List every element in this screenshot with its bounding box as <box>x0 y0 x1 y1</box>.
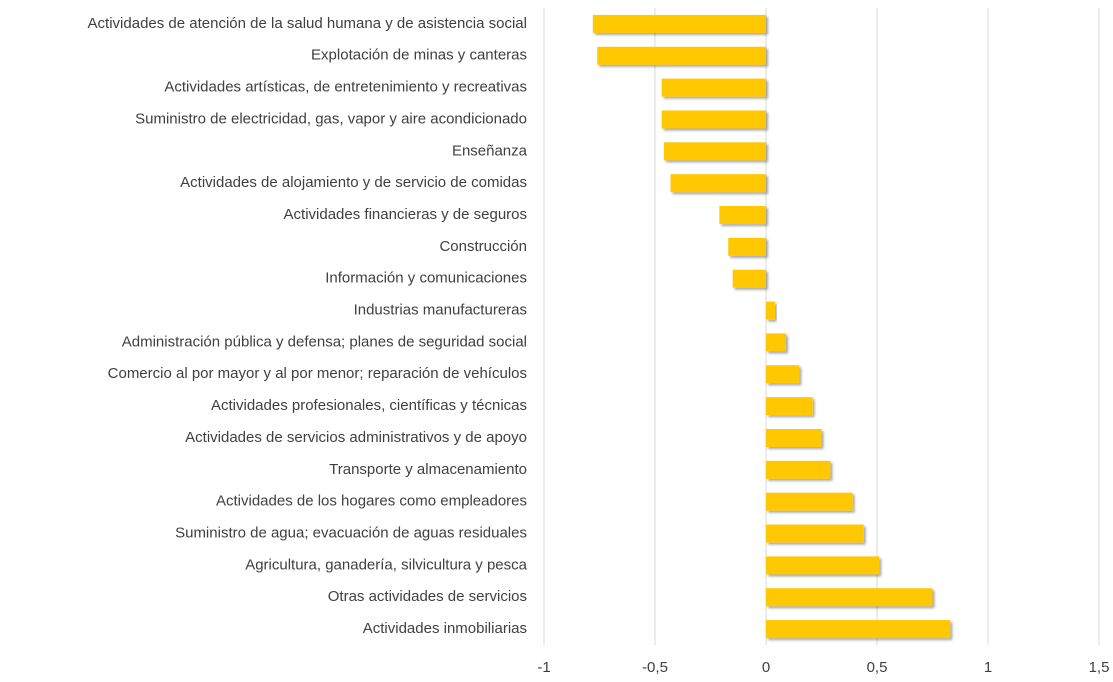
bar <box>670 174 766 193</box>
y-tick-label: Actividades de alojamiento y de servicio… <box>180 174 527 191</box>
y-tick-label: Agricultura, ganadería, silvicultura y p… <box>245 556 527 573</box>
y-tick-label: Industrias manufactureras <box>354 302 527 319</box>
bar <box>766 365 800 384</box>
x-tick-label: 1,5 <box>1089 659 1110 676</box>
y-tick-label: Actividades inmobiliarias <box>363 620 527 637</box>
y-tick-label: Transporte y almacenamiento <box>329 461 527 478</box>
bar <box>766 524 864 543</box>
bar <box>766 460 831 479</box>
bar <box>732 269 766 288</box>
y-tick-label: Actividades artísticas, de entretenimien… <box>164 79 527 96</box>
bar <box>766 301 775 320</box>
y-tick-label: Comercio al por mayor y al por menor; re… <box>108 365 527 382</box>
y-tick-label: Información y comunicaciones <box>325 270 527 287</box>
bar <box>663 142 766 161</box>
x-tick-label: -1 <box>537 659 550 676</box>
bar <box>661 110 766 129</box>
x-tick-label: 1 <box>984 659 992 676</box>
bar <box>597 46 766 65</box>
bar <box>766 428 822 447</box>
x-tick-label: -0,5 <box>642 659 668 676</box>
bar <box>766 620 951 639</box>
y-tick-label: Suministro de agua; evacuación de aguas … <box>175 524 527 541</box>
bar <box>766 333 786 352</box>
bar <box>728 237 766 256</box>
bar <box>766 588 933 607</box>
y-tick-label: Otras actividades de servicios <box>328 588 527 605</box>
bar <box>766 397 813 416</box>
bar <box>719 206 766 225</box>
y-tick-label: Administración pública y defensa; planes… <box>122 333 527 350</box>
y-tick-label: Actividades profesionales, científicas y… <box>211 397 527 414</box>
y-tick-label: Actividades de atención de la salud huma… <box>88 15 527 32</box>
bar <box>661 78 766 97</box>
y-tick-label: Actividades de servicios administrativos… <box>185 429 527 446</box>
bar <box>592 14 766 33</box>
x-tick-label: 0,5 <box>867 659 888 676</box>
y-tick-label: Construcción <box>439 238 527 255</box>
x-tick-label: 0 <box>762 659 770 676</box>
y-tick-label: Explotación de minas y canteras <box>311 47 527 64</box>
y-tick-label: Suministro de electricidad, gas, vapor y… <box>135 110 527 127</box>
bar <box>766 492 853 511</box>
y-tick-label: Actividades financieras y de seguros <box>284 206 527 223</box>
y-tick-label: Actividades de los hogares como empleado… <box>216 493 527 510</box>
y-tick-label: Enseñanza <box>452 142 528 159</box>
bar <box>766 556 880 575</box>
